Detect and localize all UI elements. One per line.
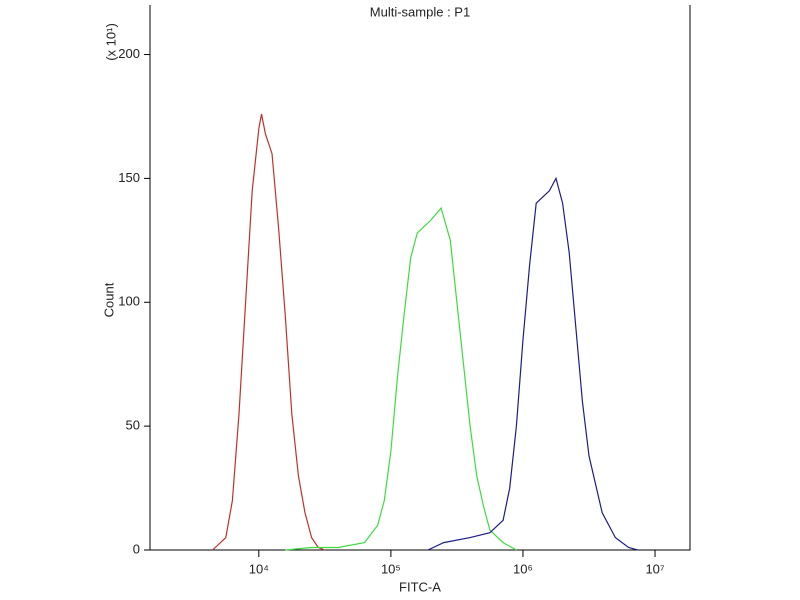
y-tick-label: 50 [126, 418, 140, 433]
x-tick-label: 10⁵ [381, 561, 401, 576]
y-axis-multiplier: (x 10¹) [103, 23, 118, 61]
histogram-line [212, 113, 326, 551]
chart-title: Multi-sample : P1 [370, 4, 470, 19]
histogram-line [285, 206, 517, 551]
y-tick-label: 150 [118, 170, 140, 185]
x-tick-label: 10⁶ [513, 561, 533, 576]
y-tick-label: 0 [133, 541, 140, 556]
y-axis-label: Count [101, 282, 116, 317]
x-tick-label: 10⁴ [249, 561, 269, 576]
y-tick-label: 200 [118, 46, 140, 61]
axis-frame [149, 5, 691, 551]
histogram-line [427, 176, 639, 551]
y-tick-label: 100 [118, 294, 140, 309]
x-tick-label: 10⁷ [645, 561, 664, 576]
x-axis-label: FITC-A [399, 579, 441, 594]
